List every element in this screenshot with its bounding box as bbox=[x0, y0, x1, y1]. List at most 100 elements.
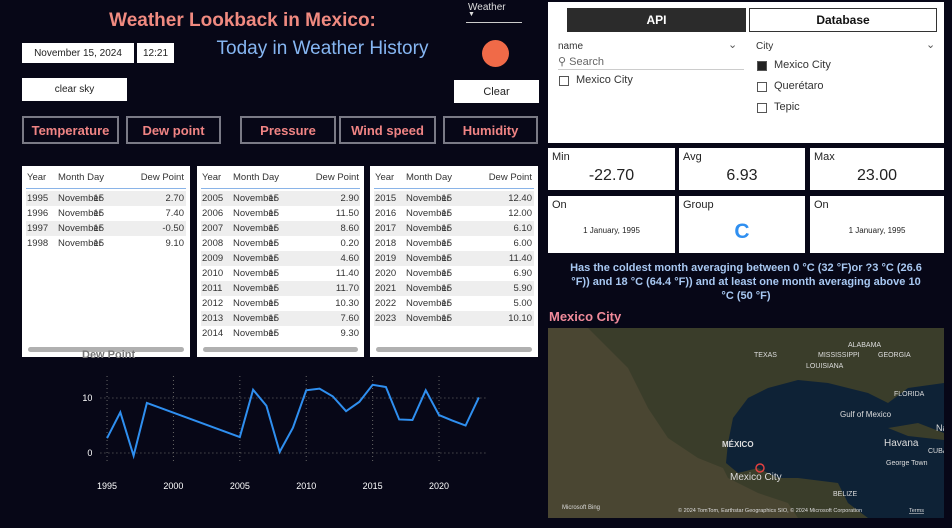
table-cell: 10.30 bbox=[335, 298, 359, 309]
table-cell: 15 bbox=[268, 208, 279, 219]
table-cell: 9.10 bbox=[165, 238, 185, 249]
table-cell: 12.40 bbox=[508, 193, 532, 204]
column-header[interactable]: Month bbox=[58, 172, 85, 183]
tab-database[interactable]: Database bbox=[749, 8, 937, 32]
map-brand: Microsoft Bing bbox=[562, 505, 600, 511]
table-cell: 2005 bbox=[202, 193, 224, 204]
table-cell: 15 bbox=[441, 208, 452, 219]
table-cell: November bbox=[233, 193, 277, 204]
metric-button[interactable]: Dew point bbox=[126, 116, 221, 144]
table-cell: 4.60 bbox=[340, 253, 360, 264]
table-cell: 11.40 bbox=[335, 268, 359, 279]
row-shade bbox=[201, 281, 360, 296]
table-cell: 2011 bbox=[202, 283, 223, 294]
column-header[interactable]: Year bbox=[27, 172, 47, 183]
table-cell: 15 bbox=[268, 283, 279, 294]
metric-button[interactable]: Wind speed bbox=[339, 116, 436, 144]
map-label: Havana bbox=[884, 438, 919, 449]
table-cell: 15 bbox=[268, 223, 279, 234]
map[interactable]: TEXAS MISSISSIPPI ALABAMA GEORGIA LOUISI… bbox=[548, 328, 944, 518]
checkbox[interactable] bbox=[757, 103, 767, 113]
slicer-item: Tepic bbox=[774, 101, 800, 113]
column-header[interactable]: Month bbox=[406, 172, 433, 183]
table-cell: November bbox=[58, 223, 102, 234]
table-cell: 15 bbox=[268, 313, 279, 324]
scrollbar[interactable] bbox=[203, 347, 358, 352]
line-chart: Dew Point 1995 2000 2005 2010 2015 2020 0 10 bbox=[82, 349, 486, 491]
map-label: MISSISSIPPI bbox=[818, 352, 860, 359]
table-cell: November bbox=[58, 208, 102, 219]
map-terms[interactable]: Terms bbox=[909, 508, 924, 514]
table-cell: 2013 bbox=[202, 313, 224, 324]
header-rule bbox=[374, 188, 534, 189]
chevron[interactable]: ⌄ bbox=[728, 39, 738, 51]
column-header[interactable]: Dew Point bbox=[140, 172, 184, 183]
row-shade bbox=[374, 221, 534, 236]
table-cell: 15 bbox=[441, 298, 452, 309]
column-header[interactable]: Dew Point bbox=[488, 172, 532, 183]
scrollbar[interactable] bbox=[376, 347, 532, 352]
title: Weather Lookback in Mexico: bbox=[109, 10, 376, 31]
clear-button[interactable]: Clear bbox=[454, 80, 539, 103]
y-tick-label: 10 bbox=[82, 393, 92, 403]
column-header[interactable]: Dew Point bbox=[315, 172, 359, 183]
table-cell: 15 bbox=[93, 193, 104, 204]
table-cell: November bbox=[233, 313, 277, 324]
search-box[interactable]: ⚲ Search bbox=[558, 55, 744, 70]
row-shade bbox=[201, 251, 360, 266]
status-dot bbox=[482, 40, 509, 67]
column-header[interactable]: Day bbox=[87, 172, 104, 183]
table-cell: November bbox=[233, 208, 277, 219]
table-cell: 11.40 bbox=[508, 253, 532, 264]
table-panel: Year Month Day Dew Point 2005 November 15 2.90 2… bbox=[197, 166, 364, 357]
row-shade bbox=[374, 311, 534, 326]
table-cell: November bbox=[406, 313, 450, 324]
table-cell: November bbox=[233, 253, 277, 264]
chevron[interactable]: ⌄ bbox=[926, 39, 936, 51]
slicer-label: City bbox=[756, 41, 774, 52]
checkbox[interactable] bbox=[757, 82, 767, 92]
checkbox[interactable] bbox=[559, 76, 569, 86]
card-value: 1 January, 1995 bbox=[583, 226, 640, 235]
table-cell: 2016 bbox=[375, 208, 397, 219]
table-cell: 0.20 bbox=[340, 238, 360, 249]
date-box: November 15, 2024 bbox=[22, 43, 134, 63]
column-header[interactable]: Year bbox=[202, 172, 222, 183]
map-label: ALABAMA bbox=[848, 342, 881, 349]
row-shade bbox=[26, 221, 186, 236]
row-shade bbox=[201, 191, 360, 206]
subtitle: Today in Weather History bbox=[216, 38, 429, 59]
chart-title: Dew Point bbox=[82, 349, 136, 361]
slicer-item: Mexico City bbox=[774, 59, 831, 71]
card-label: Group bbox=[683, 199, 714, 211]
card-avg: Avg 6.93 bbox=[679, 148, 805, 190]
map-title: Mexico City bbox=[549, 309, 622, 324]
card-group: Group C bbox=[679, 196, 805, 253]
tab-api[interactable]: API bbox=[567, 8, 746, 32]
checkbox[interactable] bbox=[757, 61, 767, 71]
x-tick-label: 2020 bbox=[429, 481, 449, 491]
scrollbar[interactable] bbox=[28, 347, 184, 352]
table-cell: November bbox=[406, 268, 450, 279]
slicer-label: name bbox=[558, 41, 584, 52]
table-cell: 15 bbox=[441, 313, 452, 324]
dropdown[interactable]: Weather ▼ bbox=[466, 2, 522, 23]
search-text: Search bbox=[569, 56, 604, 68]
table-cell: 7.60 bbox=[340, 313, 360, 324]
table-cell: 2023 bbox=[375, 313, 397, 324]
column-header[interactable]: Day bbox=[435, 172, 452, 183]
column-header[interactable]: Month bbox=[233, 172, 260, 183]
table-cell: 12.00 bbox=[508, 208, 532, 219]
map-label: BELIZE bbox=[833, 491, 857, 498]
card-value: 6.93 bbox=[726, 167, 758, 184]
card-on-max: On 1 January, 1995 bbox=[810, 196, 944, 253]
column-header[interactable]: Day bbox=[262, 172, 279, 183]
table-panel: Year Month Day Dew Point 2015 November 15 12.40… bbox=[370, 166, 538, 357]
table-cell: November bbox=[406, 283, 450, 294]
table-cell: November bbox=[233, 328, 277, 339]
metric-button[interactable]: Temperature bbox=[22, 116, 119, 144]
table-cell: November bbox=[233, 223, 277, 234]
column-header[interactable]: Year bbox=[375, 172, 395, 183]
metric-button[interactable]: Humidity bbox=[443, 116, 538, 144]
metric-button[interactable]: Pressure bbox=[240, 116, 336, 144]
